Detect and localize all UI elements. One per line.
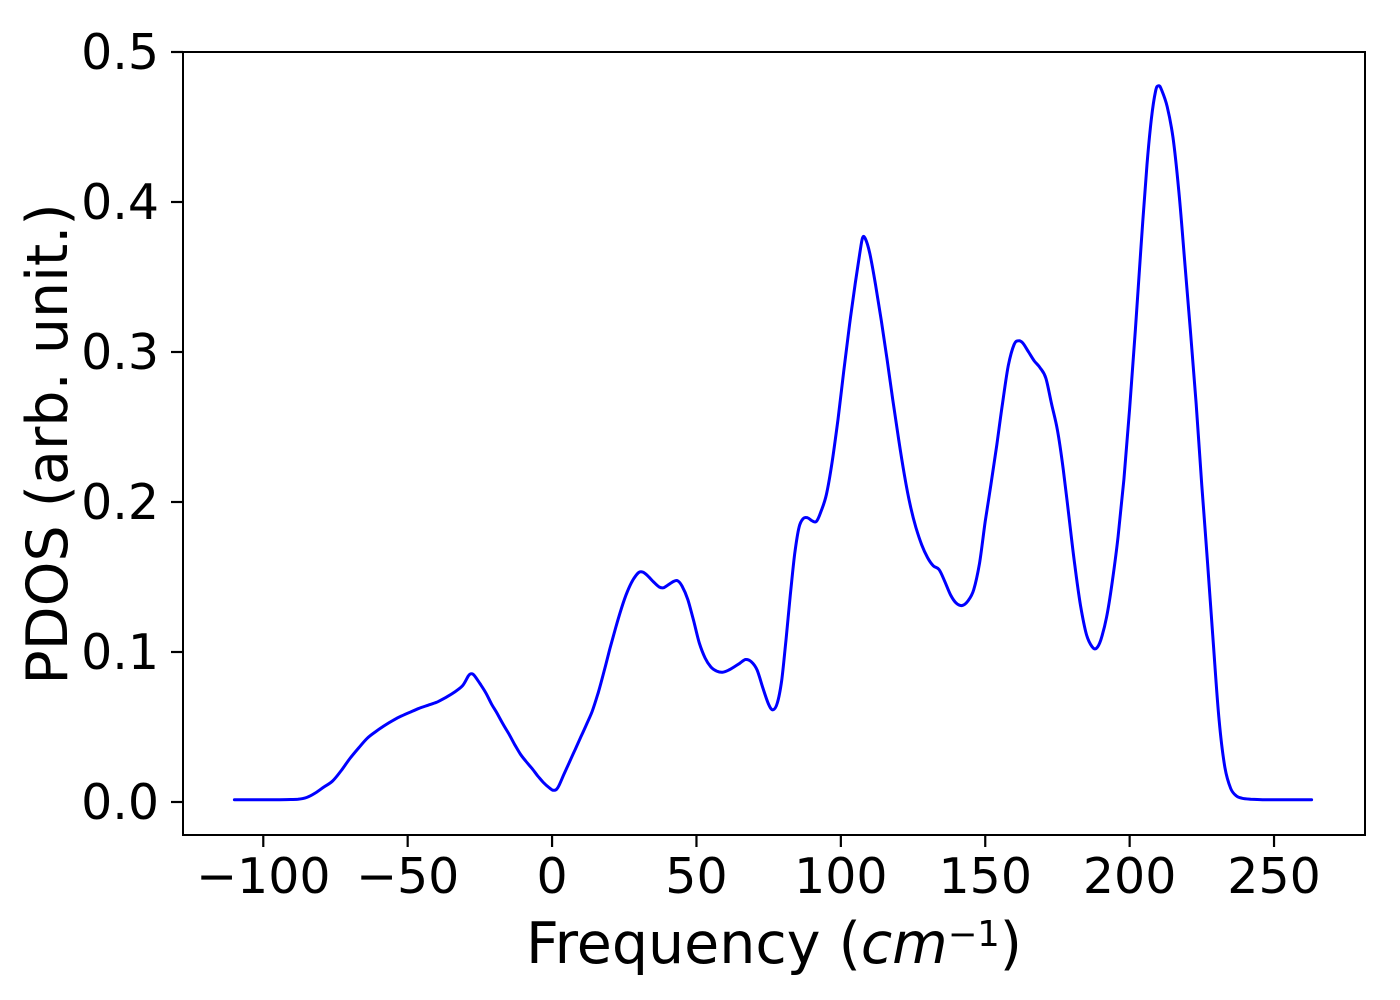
- x-axis-unit: cm: [860, 910, 948, 977]
- x-tick-label: 150: [938, 848, 1032, 905]
- x-tick-label: 50: [665, 848, 727, 905]
- y-tick-label: 0.0: [81, 774, 159, 831]
- y-tick-label: 0.1: [81, 624, 159, 681]
- x-tick-label: 100: [794, 848, 888, 905]
- x-axis-label: Frequency (cm−1): [183, 896, 1365, 986]
- x-tick-label: 250: [1227, 848, 1321, 905]
- x-tick-label: −100: [196, 848, 331, 905]
- pdos-curve: [232, 84, 1314, 802]
- x-tick-label: 200: [1083, 848, 1177, 905]
- x-axis-label-text: Frequency (: [525, 910, 861, 977]
- y-axis-label: PDOS (arb. unit.): [15, 203, 81, 685]
- x-axis-label-closing: ): [999, 910, 1023, 977]
- x-axis-unit-exponent: −1: [947, 914, 1000, 955]
- x-tick-label: 0: [536, 848, 567, 905]
- y-tick-label: 0.5: [81, 24, 159, 81]
- axes-frame: [182, 51, 1366, 836]
- y-tick-label: 0.2: [81, 474, 159, 531]
- y-tick-label: 0.4: [81, 174, 159, 231]
- x-tick-label: −50: [356, 848, 459, 905]
- y-tick-label: 0.3: [81, 324, 159, 381]
